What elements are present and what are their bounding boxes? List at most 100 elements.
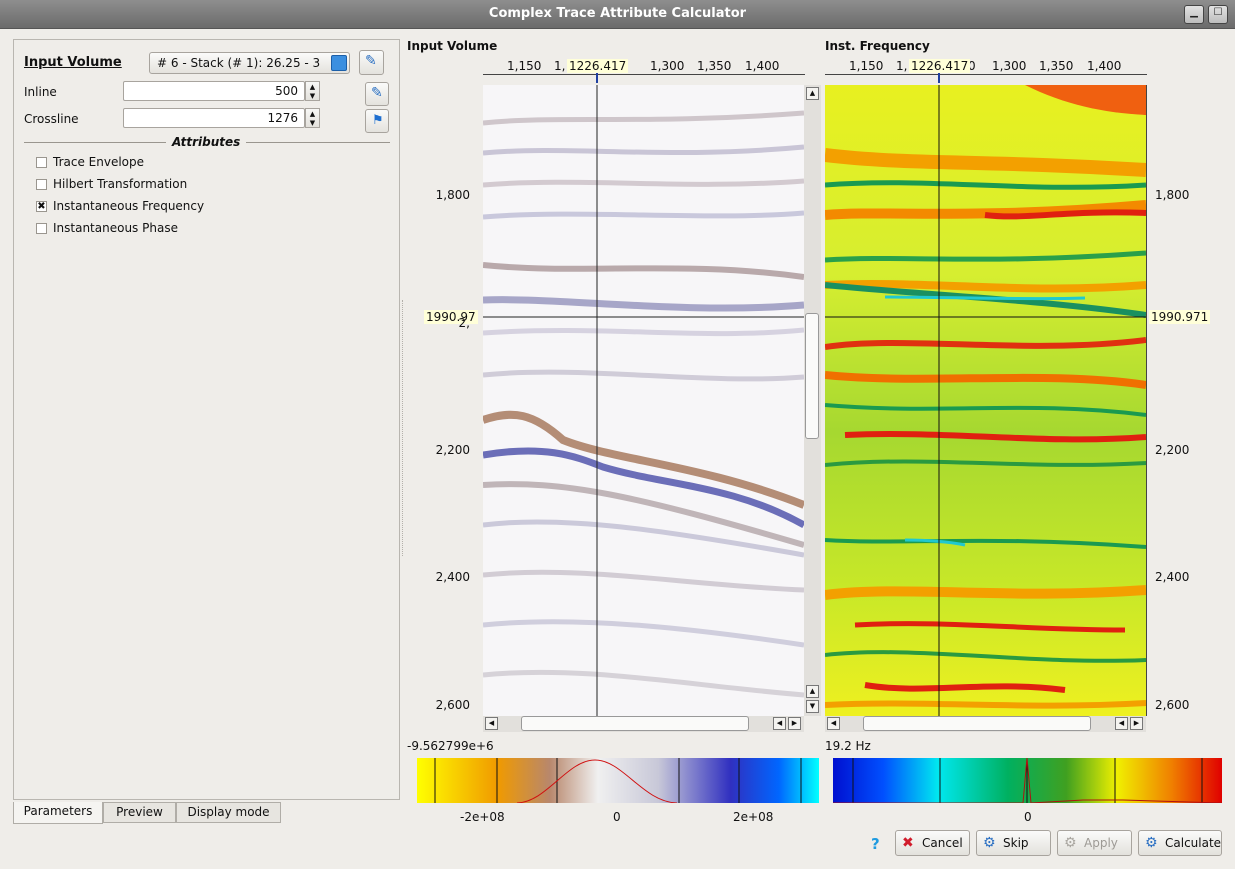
pipette-icon: ✎: [365, 53, 377, 69]
attributes-header: Attributes: [166, 135, 247, 149]
left-x-tick: 1,350: [697, 59, 732, 73]
seismic-section-image[interactable]: [483, 85, 804, 716]
scroll-up-icon[interactable]: ▲: [806, 87, 819, 100]
right-x-tick: 0: [968, 59, 976, 73]
left-x-axis: [483, 74, 805, 75]
right-x-axis: [825, 74, 1147, 75]
instantaneous-phase-label: Instantaneous Phase: [53, 221, 178, 235]
scroll-down-icon[interactable]: ▲: [806, 685, 819, 698]
up-arrow-icon: ▲: [309, 110, 316, 118]
flag-button[interactable]: ⚑: [365, 109, 389, 133]
right-horizontal-scrollbar[interactable]: ◀ ◀ ▶: [825, 716, 1146, 732]
trace-envelope-label: Trace Envelope: [53, 155, 144, 169]
window-title: Complex Trace Attribute Calculator: [488, 6, 747, 21]
panel-splitter[interactable]: [402, 300, 405, 556]
pick-position-button[interactable]: ✎: [365, 82, 389, 106]
scroll-down-icon[interactable]: ▼: [806, 700, 819, 713]
scroll-left-icon[interactable]: ◀: [485, 717, 498, 730]
tab-preview[interactable]: Preview: [103, 802, 176, 823]
left-viewer-title: Input Volume: [407, 39, 498, 53]
left-x-tick: 1,300: [650, 59, 685, 73]
right-y-tick: 2,200: [1155, 443, 1190, 457]
right-y-tick: 2,400: [1155, 570, 1190, 584]
left-vertical-scrollbar[interactable]: ▲ ▲ ▼: [804, 85, 821, 716]
hilbert-transformation-label: Hilbert Transformation: [53, 177, 188, 191]
right-x-marker-tick: [938, 73, 940, 83]
right-y-tick: 1,800: [1155, 188, 1190, 202]
minimize-icon: ▁: [1190, 7, 1198, 18]
right-x-marker-label: 1226.417: [909, 59, 971, 73]
instantaneous-frequency-image[interactable]: [825, 85, 1146, 716]
left-colorbar-tick: 0: [613, 810, 621, 824]
right-colorbar-tick: 0: [1024, 810, 1032, 824]
inline-field[interactable]: 500: [123, 81, 305, 101]
left-colorbar-tick: 2e+08: [733, 810, 774, 824]
left-horizontal-scrollbar[interactable]: ◀ ◀ ▶: [483, 716, 804, 732]
scroll-right-icon[interactable]: ▶: [1130, 717, 1143, 730]
tab-display-mode[interactable]: Display mode: [176, 802, 281, 823]
right-y-marker-label: 1990.971: [1149, 310, 1211, 324]
left-vertical-scroll-thumb[interactable]: [805, 313, 819, 439]
scroll-left-icon[interactable]: ◀: [827, 717, 840, 730]
crossline-label: Crossline: [24, 112, 79, 126]
scroll-left-icon[interactable]: ◀: [1115, 717, 1128, 730]
left-y-tick: 1,800: [435, 188, 470, 202]
left-y-tick: 2,600: [435, 698, 470, 712]
pipette-icon: ✎: [371, 85, 383, 101]
apply-label: Apply: [1084, 836, 1118, 850]
left-horizontal-scroll-thumb[interactable]: [521, 716, 749, 731]
scroll-left-icon[interactable]: ◀: [773, 717, 786, 730]
right-x-tick: 1,400: [1087, 59, 1122, 73]
crossline-field[interactable]: 1276: [123, 108, 305, 128]
left-colorbar-label: -9.562799e+6: [407, 739, 494, 753]
trace-envelope-checkbox[interactable]: [36, 157, 47, 168]
left-x-tick: 1,400: [745, 59, 780, 73]
calculate-label: Calculate: [1165, 836, 1222, 850]
left-x-marker-tick: [596, 73, 598, 83]
instantaneous-frequency-label: Instantaneous Frequency: [53, 199, 205, 213]
left-y-marker-label: 1990.97: [424, 310, 478, 324]
help-icon[interactable]: ?: [871, 835, 880, 853]
right-x-tick: 1,350: [1039, 59, 1074, 73]
flag-icon: ⚑: [372, 113, 384, 128]
cancel-label: Cancel: [922, 836, 963, 850]
calculate-button[interactable]: ⚙ Calculate: [1138, 830, 1222, 856]
scroll-right-icon[interactable]: ▶: [788, 717, 801, 730]
maximize-icon: ☐: [1213, 7, 1223, 18]
left-y-tick: 2,200: [435, 443, 470, 457]
hilbert-transformation-checkbox[interactable]: [36, 179, 47, 190]
right-x-tick: 1,150: [849, 59, 884, 73]
instantaneous-frequency-checkbox[interactable]: ✖: [36, 201, 47, 212]
gears-icon: ⚙: [1145, 835, 1158, 851]
maximize-button[interactable]: ☐: [1208, 5, 1228, 24]
up-arrow-icon: ▲: [309, 83, 316, 91]
check-mark-icon: ✖: [37, 201, 46, 212]
right-y-tick: 2,600: [1155, 698, 1190, 712]
right-colorbar-label: 19.2 Hz: [825, 739, 871, 753]
left-x-tick: 1,: [554, 59, 566, 73]
minimize-button[interactable]: ▁: [1184, 5, 1204, 24]
right-y-axis: [1146, 85, 1147, 716]
left-colorbar[interactable]: [417, 758, 819, 803]
apply-button[interactable]: ⚙ Apply: [1057, 830, 1132, 856]
cancel-icon: ✖: [902, 835, 914, 851]
skip-label: Skip: [1003, 836, 1029, 850]
right-horizontal-scroll-thumb[interactable]: [863, 716, 1091, 731]
input-volume-label: Input Volume: [24, 55, 122, 70]
tab-parameters[interactable]: Parameters: [13, 802, 103, 824]
right-x-tick: 1,: [896, 59, 908, 73]
left-y-tick: 2,400: [435, 570, 470, 584]
down-arrow-icon: ▼: [309, 92, 316, 100]
crossline-spinner[interactable]: ▲ ▼: [305, 108, 320, 128]
cancel-button[interactable]: ✖ Cancel: [895, 830, 970, 856]
skip-button[interactable]: ⚙ Skip: [976, 830, 1051, 856]
instantaneous-phase-checkbox[interactable]: [36, 223, 47, 234]
input-volume-selector[interactable]: # 6 - Stack (# 1): 26.25 - 3: [149, 52, 350, 74]
inline-spinner[interactable]: ▲ ▼: [305, 81, 320, 101]
pick-volume-button[interactable]: ✎: [359, 50, 384, 75]
parameters-panel: [13, 39, 400, 800]
right-colorbar[interactable]: [833, 758, 1222, 803]
left-y-tick: 2,: [458, 316, 470, 330]
down-arrow-icon: ▼: [309, 119, 316, 127]
right-x-tick: 1,300: [992, 59, 1027, 73]
